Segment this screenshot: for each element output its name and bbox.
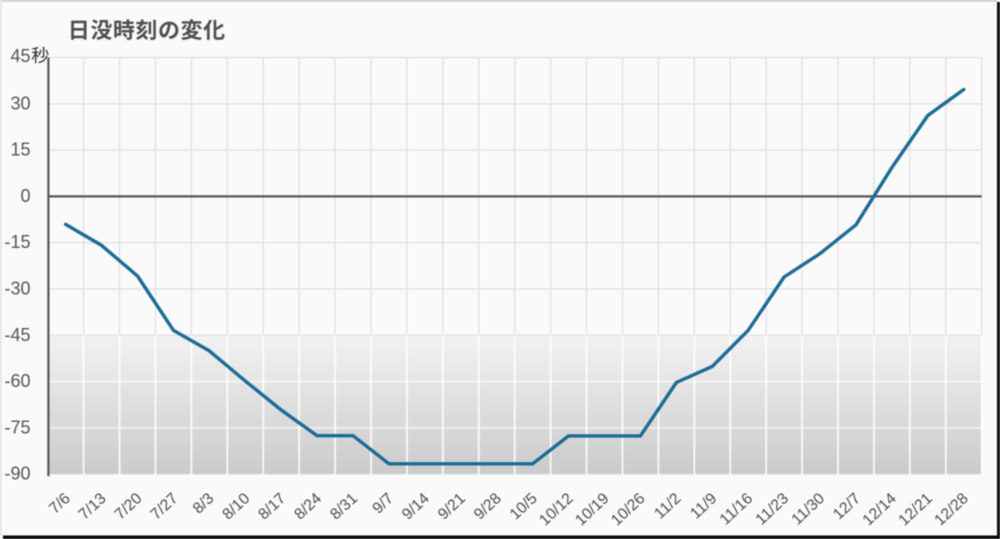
svg-text:15: 15 — [10, 140, 30, 160]
svg-text:30: 30 — [10, 93, 30, 113]
svg-text:45: 45 — [10, 46, 30, 66]
svg-text:-90: -90 — [4, 464, 30, 484]
svg-text:-45: -45 — [4, 325, 30, 345]
svg-text:-30: -30 — [4, 279, 30, 299]
svg-text:-15: -15 — [4, 232, 30, 252]
svg-text:-75: -75 — [4, 417, 30, 437]
svg-text:-60: -60 — [4, 371, 30, 391]
svg-text:0: 0 — [20, 186, 30, 206]
